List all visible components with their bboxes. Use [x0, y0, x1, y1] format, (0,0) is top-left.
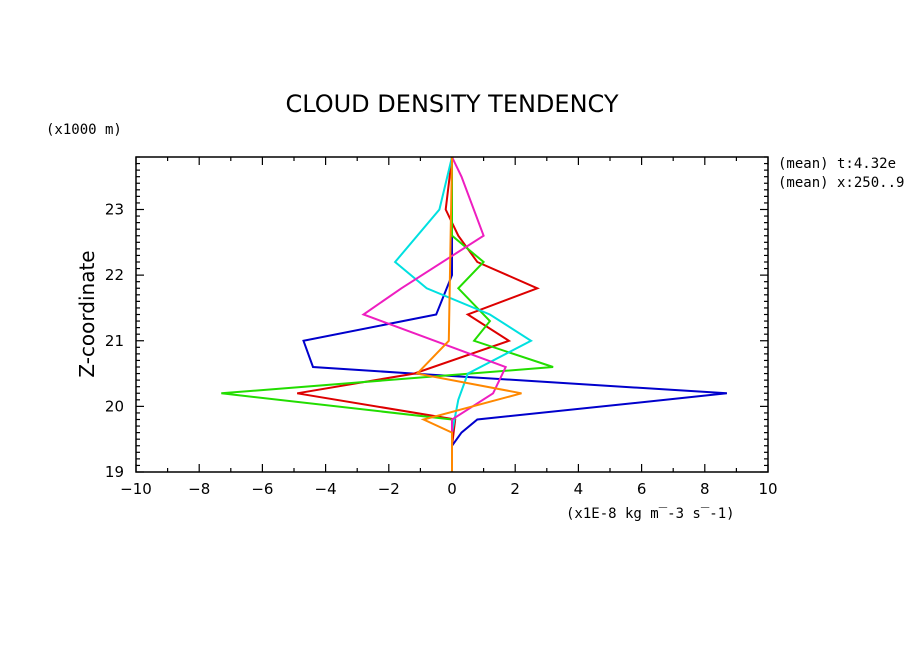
y-unit-label: (x1000 m) [46, 122, 122, 138]
x-tick-label: 2 [510, 480, 520, 498]
series-line-1 [302, 157, 728, 472]
series-layer [221, 156, 728, 472]
y-tick-label: 21 [105, 332, 124, 350]
x-unit-label: (x1E-8 kg m‾-3 s‾-1) [566, 506, 735, 522]
series-line-6 [415, 156, 522, 472]
x-tick-label: −4 [315, 480, 337, 498]
x-tick-label: −6 [251, 480, 273, 498]
chart-title: CLOUD DENSITY TENDENCY [285, 90, 618, 118]
x-tick-label: −10 [120, 480, 152, 498]
y-tick-label: 19 [105, 463, 124, 481]
y-tick-label: 23 [105, 201, 124, 219]
x-tick-label: 10 [758, 480, 777, 498]
meta-line-x: (mean) x:250..9 [778, 175, 904, 191]
plot-frame [135, 156, 769, 473]
y-tick-label: 22 [105, 266, 124, 284]
series-line-3 [221, 157, 554, 472]
y-axis-label: Z-coordinate [75, 250, 99, 377]
x-tick-label: 8 [700, 480, 710, 498]
y-tick-label: 20 [105, 397, 124, 415]
x-tick-label: −8 [188, 480, 210, 498]
x-tick-label: −2 [378, 480, 400, 498]
meta-line-t: (mean) t:4.32e [778, 156, 896, 172]
x-tick-label: 6 [637, 480, 647, 498]
axis-ticks: −10 −8 −6 −4 −2 0 2 4 6 8 10 19 20 21 22 23 [105, 156, 778, 498]
series-line-2 [297, 156, 540, 472]
series-line-4 [393, 156, 533, 472]
x-tick-label: 4 [574, 480, 584, 498]
x-tick-label: 0 [447, 480, 457, 498]
